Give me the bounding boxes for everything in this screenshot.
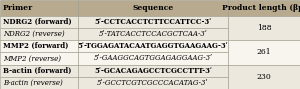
Text: Sequence: Sequence [132, 4, 174, 12]
Bar [0, 65, 78, 77]
Text: 230: 230 [256, 73, 272, 81]
Text: 5ʹ-TATCACCTCCACGCTCAA-3ʹ: 5ʹ-TATCACCTCCACGCTCAA-3ʹ [99, 30, 207, 38]
Text: 188: 188 [257, 24, 271, 32]
Text: 5ʹ-GAAGGCAGTGGAGAGGAAG-3ʹ: 5ʹ-GAAGGCAGTGGAGAGGAAG-3ʹ [93, 54, 213, 62]
Text: Primer: Primer [3, 4, 33, 12]
Bar [0, 52, 78, 65]
Text: B-actin (reverse): B-actin (reverse) [3, 79, 63, 87]
Bar [78, 65, 228, 77]
Bar [0, 16, 78, 28]
Bar [0, 77, 78, 89]
Bar [78, 52, 228, 65]
Bar [78, 40, 228, 52]
Text: 5ʹ-TGGAGATACAATGAGGTGAAGAAG-3ʹ: 5ʹ-TGGAGATACAATGAGGTGAAGAAG-3ʹ [78, 42, 228, 50]
Text: 5ʹ-CCTCACCTCTTCCATTCC-3ʹ: 5ʹ-CCTCACCTCTTCCATTCC-3ʹ [94, 18, 212, 26]
Bar [228, 40, 300, 65]
Bar [78, 77, 228, 89]
Text: 5ʹ-GCCTCGTCGCCCACATAG-3ʹ: 5ʹ-GCCTCGTCGCCCACATAG-3ʹ [97, 79, 209, 87]
Bar [78, 0, 228, 16]
Bar [0, 40, 78, 52]
Bar [0, 28, 78, 40]
Text: NDRG2 (forward): NDRG2 (forward) [3, 18, 72, 26]
Bar [228, 0, 300, 16]
Text: MMP2 (forward): MMP2 (forward) [3, 42, 68, 50]
Text: 261: 261 [257, 48, 271, 56]
Text: Product length (βp): Product length (βp) [221, 4, 300, 12]
Text: NDRG2 (reverse): NDRG2 (reverse) [3, 30, 64, 38]
Text: MMP2 (reverse): MMP2 (reverse) [3, 54, 61, 62]
Text: B-actin (forward): B-actin (forward) [3, 67, 71, 75]
Bar [78, 16, 228, 28]
Bar [228, 16, 300, 40]
Text: 5ʹ-GCACAGAGCCTCGCCTTT-3ʹ: 5ʹ-GCACAGAGCCTCGCCTTT-3ʹ [94, 67, 212, 75]
Bar [0, 0, 78, 16]
Bar [228, 65, 300, 89]
Bar [78, 28, 228, 40]
